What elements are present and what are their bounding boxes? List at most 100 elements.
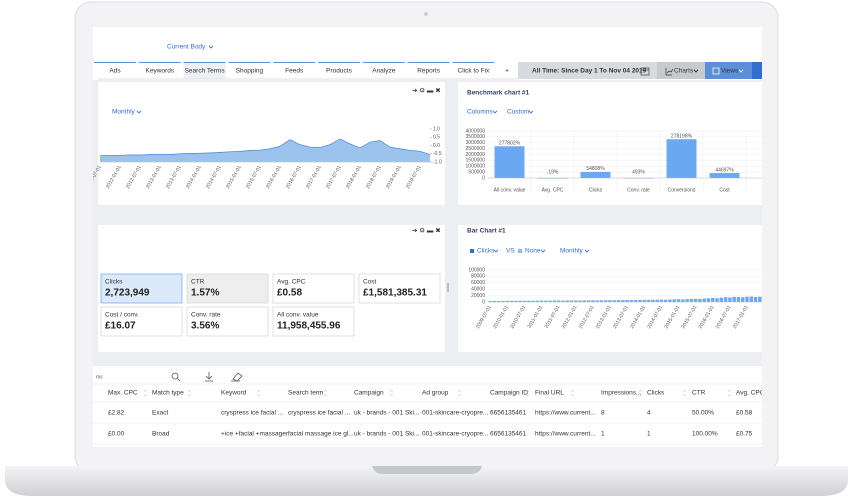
y-tick-label: 1500000: [466, 158, 486, 164]
eraser-icon[interactable]: [231, 372, 243, 382]
metric-card[interactable]: [272, 273, 355, 304]
metric-label: Avg. CPC: [277, 279, 306, 286]
bar: [608, 300, 612, 302]
bar: [715, 298, 719, 302]
bar: [749, 296, 754, 302]
column-header[interactable]: Search term: [288, 390, 323, 397]
bar: [548, 300, 552, 302]
tab[interactable]: Reports: [417, 68, 441, 75]
column-header[interactable]: Campaign ID: [490, 390, 528, 397]
y-tick-label: 4000000: [466, 128, 486, 134]
data-label: -19%: [547, 169, 559, 175]
y2-tick-label: 1.0: [433, 126, 440, 132]
metric-card[interactable]: [186, 273, 269, 304]
table-cell: uk - brands - 001 Ski...: [354, 431, 420, 438]
sort-icon: [570, 389, 575, 397]
tab[interactable]: Ads: [109, 68, 121, 75]
search-input[interactable]: ms: [96, 374, 103, 380]
tab[interactable]: Products: [326, 68, 352, 75]
chart-control[interactable]: Columns: [467, 109, 493, 116]
tab[interactable]: Click to Fix: [458, 68, 491, 75]
tab[interactable]: Analyze: [372, 68, 396, 75]
table-cell: uk - brands - 001 Ski...: [354, 410, 420, 417]
views-label[interactable]: Views: [721, 68, 739, 75]
bar: [556, 300, 561, 302]
bar: [646, 299, 651, 302]
column-header[interactable]: Campaign: [354, 390, 384, 397]
metric-selector[interactable]: Clicks: [477, 248, 495, 255]
area: [100, 138, 430, 162]
chart-control[interactable]: Custom: [507, 109, 529, 116]
column-header[interactable]: Final URL: [535, 390, 564, 397]
active-tab-bg: [183, 63, 226, 79]
search-icon[interactable]: [171, 372, 179, 380]
table-cell: £0.00: [108, 431, 125, 438]
metric-card[interactable]: [186, 306, 269, 337]
table-cell: https://www.current...: [535, 431, 596, 438]
compare-selector[interactable]: None: [525, 248, 541, 255]
y-tick-label: 2500000: [466, 146, 486, 152]
sort-icon: [682, 389, 687, 397]
table-cell: 6656135461: [490, 431, 527, 438]
chart-title: Benchmark chart #1: [467, 90, 530, 97]
tab[interactable]: Keywords: [146, 68, 175, 75]
column-header[interactable]: Ad group: [422, 390, 449, 397]
metric-card[interactable]: [272, 306, 355, 337]
charts-label[interactable]: Charts: [674, 68, 694, 75]
bar: [501, 300, 505, 302]
column-header[interactable]: Impressions...: [601, 390, 642, 397]
bar: [539, 300, 544, 302]
sort-icon: [525, 389, 530, 397]
y-tick-label: 100000: [468, 267, 485, 273]
bar: [736, 297, 741, 302]
y2-tick-label: 0.5: [433, 135, 440, 141]
metric-label: Cost: [363, 279, 377, 286]
webcam: [424, 12, 428, 16]
add-tab[interactable]: +: [505, 68, 509, 75]
svg-text:➔ ⚙ ▬ ✖: ➔ ⚙ ▬ ✖: [412, 227, 441, 235]
interval-selector[interactable]: Monthly: [112, 109, 136, 116]
bar: [612, 300, 617, 302]
column-header[interactable]: Max. CPC: [108, 390, 138, 397]
bar: [595, 300, 599, 302]
panel: [458, 225, 762, 352]
tab[interactable]: Feeds: [285, 68, 304, 75]
bar: [544, 300, 548, 302]
bar: [509, 300, 514, 302]
views-button[interactable]: [705, 62, 752, 79]
chevron: [136, 110, 142, 114]
panel: [98, 82, 445, 205]
column-header[interactable]: Avg. CPC: [736, 390, 765, 397]
metric-label: Conv. rate: [191, 312, 221, 319]
y-tick-label: 0: [482, 299, 485, 305]
chart-icon: [665, 68, 674, 76]
metric-card[interactable]: [100, 273, 183, 304]
column-header[interactable]: CTR: [692, 390, 706, 397]
bar: [625, 300, 629, 302]
table-cell: 50.00%: [692, 410, 714, 417]
data-label: 44697%: [715, 167, 734, 173]
y-tick-label: 3500000: [466, 134, 486, 140]
column-header[interactable]: Clicks: [647, 390, 665, 397]
date-range[interactable]: All Time: Since Day 1 To Nov 04 2019: [532, 68, 647, 75]
tab[interactable]: Search Terms: [185, 68, 226, 75]
table-cell: Exact: [152, 410, 168, 417]
bar: [638, 299, 642, 302]
area-line: [99, 138, 431, 157]
chevron: [584, 249, 590, 253]
column-header[interactable]: Match type: [152, 390, 184, 397]
body-selector[interactable]: Current Body: [167, 44, 206, 51]
sort-icon: [187, 389, 192, 397]
date-range-bar: [518, 62, 657, 79]
metric-card[interactable]: [100, 306, 183, 337]
tab[interactable]: Shopping: [236, 68, 264, 75]
interval-selector[interactable]: Monthly: [560, 248, 584, 255]
metric-card[interactable]: [358, 273, 441, 304]
bar: [514, 300, 518, 302]
download-icon[interactable]: [205, 372, 213, 382]
bar: [666, 139, 697, 178]
column-header[interactable]: Keyword: [221, 390, 247, 397]
metric-value: 2,723,949: [105, 288, 150, 299]
bar: [621, 300, 625, 302]
